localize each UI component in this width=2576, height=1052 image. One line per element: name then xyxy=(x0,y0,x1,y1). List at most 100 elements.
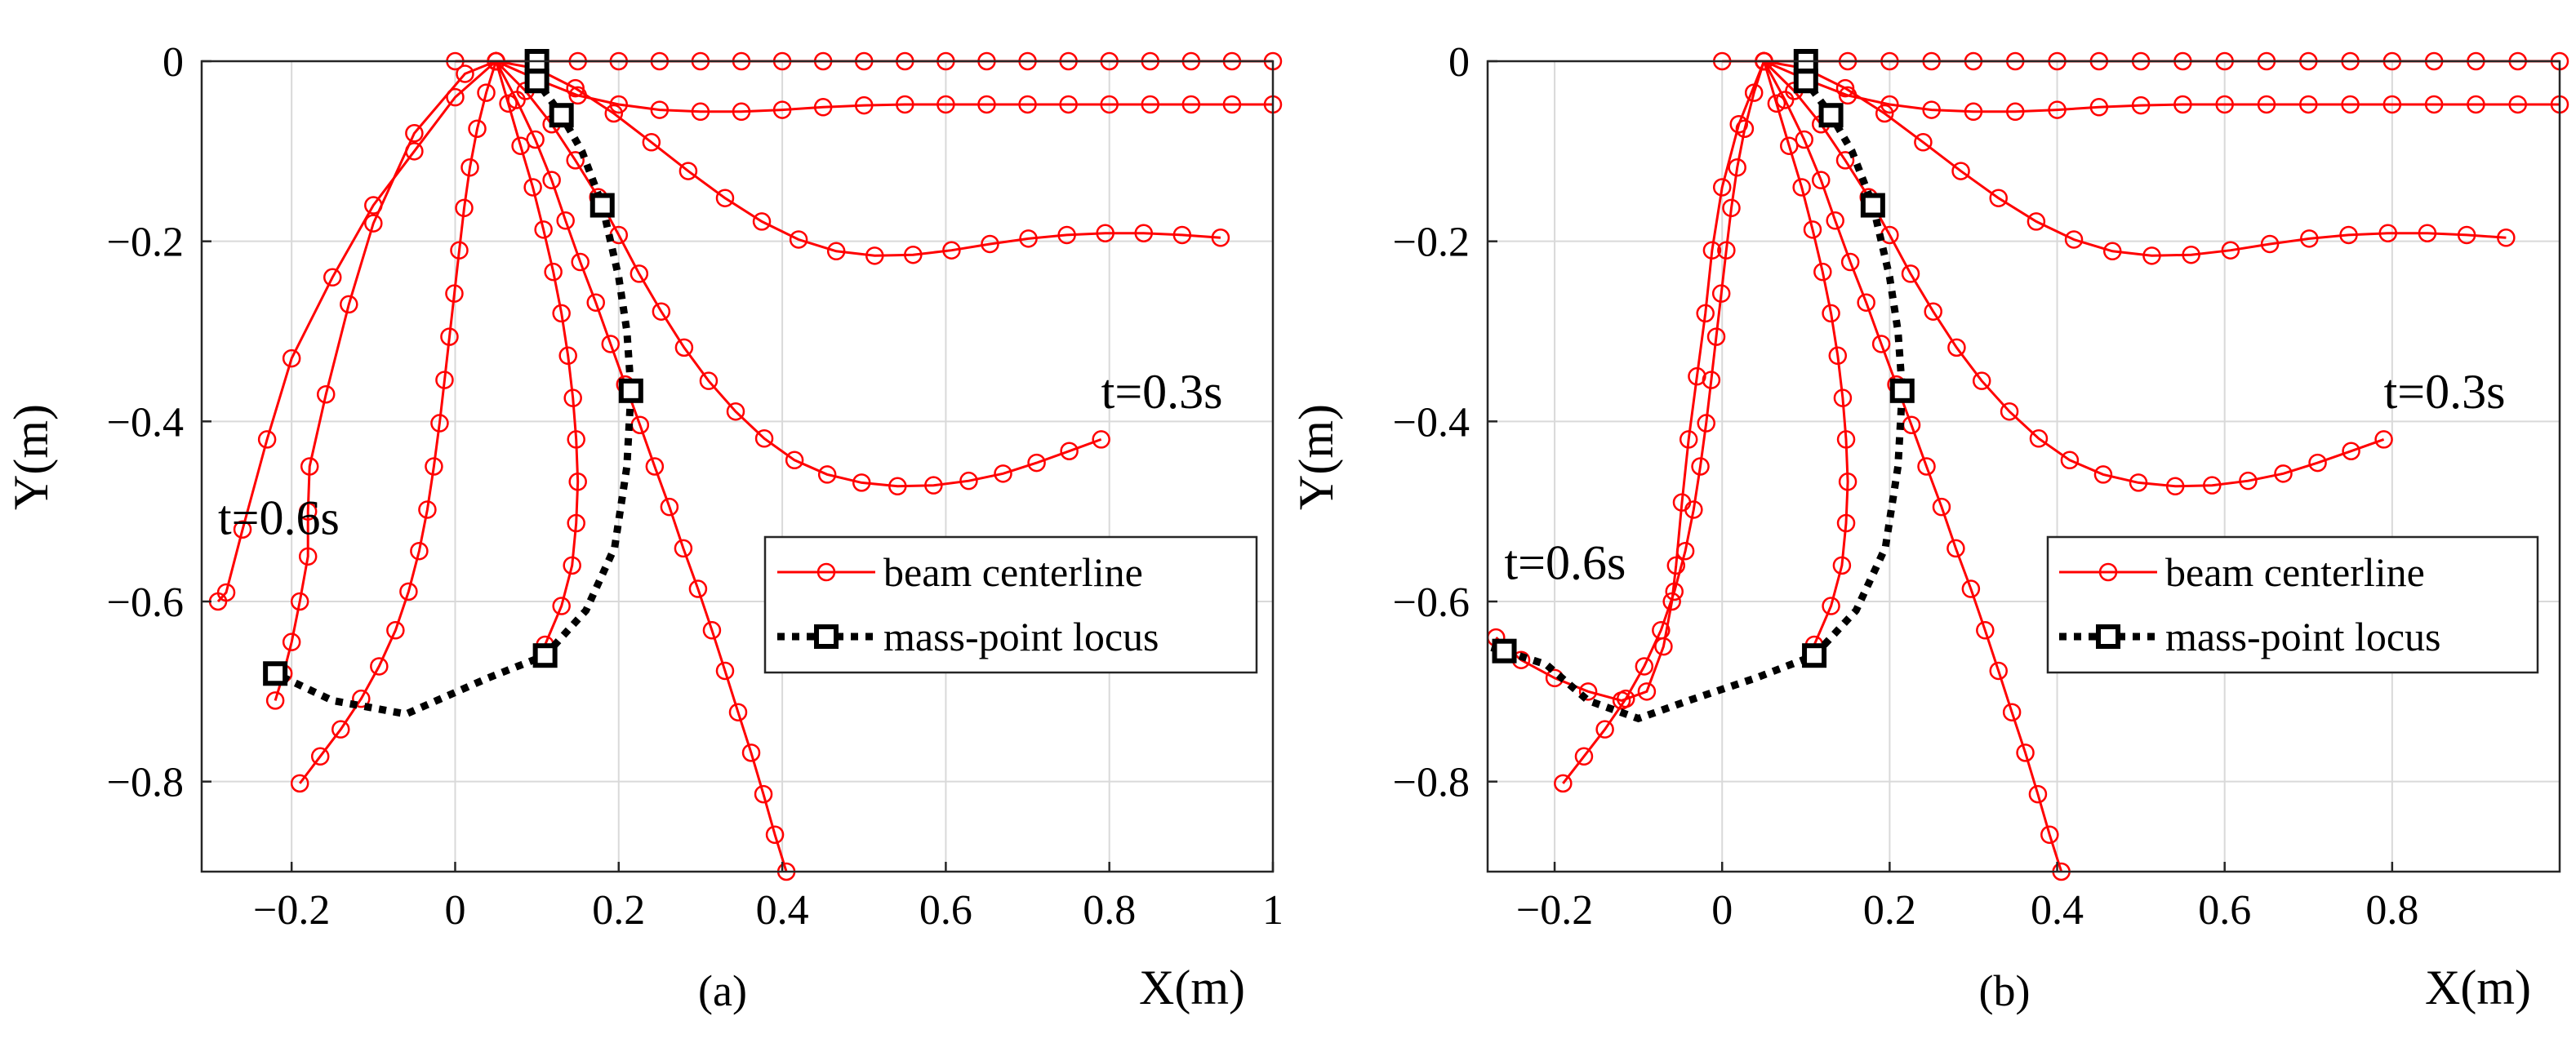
x-tick-label: 0.4 xyxy=(2031,887,2084,934)
beam-centerline-point xyxy=(650,100,670,119)
beam-centerline-point xyxy=(1096,224,1114,242)
beam-centerline-point xyxy=(726,402,745,421)
beam-centerline-point xyxy=(1961,579,1981,598)
mass-point-marker xyxy=(618,378,643,403)
mass-point-locus-line xyxy=(274,61,635,718)
beam-centerline-point xyxy=(2129,473,2148,492)
beam-centerline-point xyxy=(699,371,719,390)
time-annotation: t=0.3s xyxy=(2384,365,2506,419)
beam-centerline-point xyxy=(942,241,961,260)
beam-centerline-point xyxy=(1019,229,1038,248)
beam-centerline-point xyxy=(552,597,571,615)
panel-a: Y(m) X(m) (a) −0.2 0 0.2 0.4 0.6 0.8 1 0 −0.2 −0.… xyxy=(4,39,1284,1015)
beam-centerline-point xyxy=(1780,136,1799,155)
x-tick-label: 0.6 xyxy=(919,887,972,934)
beam-centerline-point xyxy=(1989,189,2008,207)
beam-centerline-point xyxy=(2029,429,2049,448)
beam-centerline-point xyxy=(386,621,405,640)
beam-centerline-point xyxy=(674,539,693,558)
beam-centerline-point xyxy=(2203,476,2222,495)
x-tick-label: 0.6 xyxy=(2198,887,2251,934)
beam-centerline-point xyxy=(2040,825,2059,845)
beam-centerline-point xyxy=(1792,178,1811,197)
beam-centerline-point xyxy=(652,302,671,321)
beam-centerline-point xyxy=(2089,98,2109,117)
beam-centerline-point xyxy=(1875,104,1894,123)
beam-centerline-point xyxy=(1574,747,1594,766)
beam-centerline-point xyxy=(511,136,530,155)
beam-centerline-point xyxy=(645,457,665,476)
beam-centerline-point xyxy=(534,220,553,239)
beam-centerline-point xyxy=(567,430,585,449)
time-annotation: t=0.6s xyxy=(218,490,340,544)
beam-centerline-point xyxy=(2002,703,2022,721)
beam-centerline-point xyxy=(1932,497,1951,517)
legend-label-locus: mass-point locus xyxy=(883,614,1159,659)
beam-centerline-point xyxy=(1857,293,1875,312)
beam-centerline-point xyxy=(1654,637,1673,656)
beam-centerline-point xyxy=(2299,95,2318,114)
beam-centerline-point xyxy=(2339,225,2358,245)
beam-centerline-point xyxy=(298,502,318,521)
y-tick-label: −0.6 xyxy=(107,579,184,626)
beam-centerline-point xyxy=(1947,338,1966,357)
time-annotation: t=0.3s xyxy=(1101,365,1223,419)
beam-centerline-point xyxy=(852,473,871,492)
beam-centerline-point xyxy=(364,196,383,215)
beam-centerline-t4 xyxy=(495,60,788,872)
beam-centerline-point xyxy=(754,784,773,804)
beam-centerline-point xyxy=(1822,597,1840,615)
beam-centerline-t5 xyxy=(495,60,580,646)
beam-centerline-point xyxy=(1134,224,1154,242)
beam-centerline-t1 xyxy=(495,60,1273,113)
x-tick-label: 0.8 xyxy=(1083,887,1136,934)
beam-centerline-point xyxy=(2102,242,2122,261)
beam-centerline-point xyxy=(1964,102,1983,122)
x-tick-label: 0.8 xyxy=(2365,887,2418,934)
beam-centerline-point xyxy=(1141,95,1160,114)
beam-centerline-point xyxy=(1688,366,1706,386)
beam-centerline-point xyxy=(601,335,621,353)
beam-centerline-point xyxy=(765,825,785,845)
beam-centerline-point xyxy=(282,348,301,368)
beam-centerline-t6 xyxy=(299,60,497,784)
beam-centerline-point xyxy=(1914,133,1933,152)
beam-centerline-point xyxy=(2418,224,2437,242)
beam-centerline-point xyxy=(630,264,649,283)
beam-centerline-point xyxy=(1838,473,1857,491)
x-tick-label: 0.2 xyxy=(592,887,645,934)
beam-centerline-point xyxy=(1702,241,1722,260)
beam-centerline-point xyxy=(1222,95,1242,114)
beam-centerline-point xyxy=(1924,302,1942,321)
beam-centerline-point xyxy=(977,95,996,114)
x-axis-label: X(m) xyxy=(2425,961,2531,1014)
beam-centerline-point xyxy=(2215,95,2234,114)
beam-centerline-point xyxy=(523,178,542,197)
beam-centerline-t6 xyxy=(1562,60,1765,784)
beam-centerline-point xyxy=(364,214,383,233)
y-tick-label: −0.6 xyxy=(1393,579,1470,626)
beam-centerline-point xyxy=(323,268,342,287)
beam-centerline-point xyxy=(499,94,518,113)
beam-centerline-point xyxy=(445,284,464,303)
x-tick-label: 0.4 xyxy=(756,887,809,934)
beam-centerline-point xyxy=(994,464,1012,483)
mass-point-locus-line xyxy=(1486,61,1906,723)
legend-marker-locus xyxy=(814,624,839,649)
y-tick-label: −0.4 xyxy=(107,399,184,446)
beam-centerline-point xyxy=(430,414,449,433)
beam-centerline-t3 xyxy=(1763,60,2385,488)
beam-centerline-point xyxy=(691,102,710,122)
beam-centerline-point xyxy=(741,744,761,762)
beam-centerline-point xyxy=(399,582,418,601)
beam-centerline-point xyxy=(752,212,772,231)
y-tick-label: −0.4 xyxy=(1393,399,1470,446)
beam-centerline-point xyxy=(2382,95,2402,114)
beam-centerline-point xyxy=(678,162,698,180)
beam-centerline-point xyxy=(1729,114,1748,134)
beam-centerline-point xyxy=(2274,464,2293,483)
beam-centerline-point xyxy=(2173,95,2192,114)
beam-centerline-point xyxy=(2508,95,2527,114)
beam-centerline-point xyxy=(1059,95,1078,114)
beam-centerline-point xyxy=(1027,453,1046,473)
